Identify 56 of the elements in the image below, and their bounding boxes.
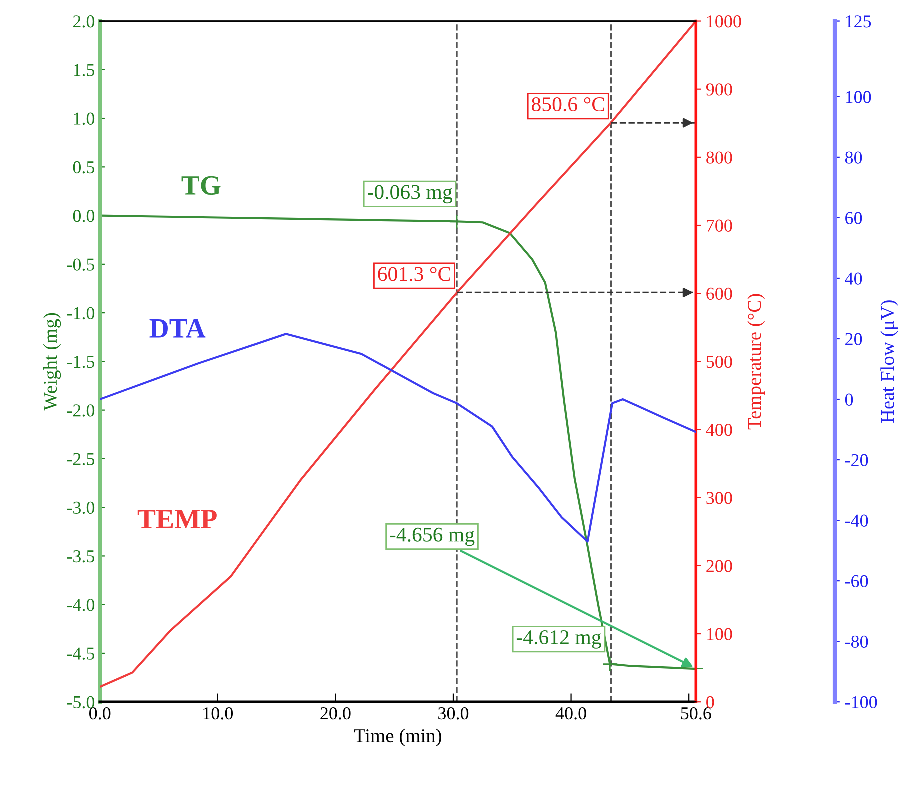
y-tick-label: -1.0 xyxy=(67,307,95,320)
y-tick-label: -2.5 xyxy=(67,453,95,466)
x-axis-title: Time (min) xyxy=(354,728,442,747)
x-tick-label: 40.0 xyxy=(556,707,586,720)
y2-axis-title: Temperature (°C) xyxy=(748,294,766,430)
y2-tick-label: 100 xyxy=(707,628,732,640)
y-tick-label: 2.0 xyxy=(73,16,95,28)
x-tick-label: 10.0 xyxy=(204,707,234,720)
y3-tick-label: 0 xyxy=(845,394,854,406)
x-tick-label: 30.0 xyxy=(438,707,469,720)
y-tick-label: 0.5 xyxy=(73,161,95,174)
y2-tick-label: 700 xyxy=(707,220,732,232)
y3-tick-label: 40 xyxy=(845,272,862,285)
y2-tick-label: 400 xyxy=(706,424,732,436)
y3-tick-label: 125 xyxy=(846,16,872,28)
ref-line-label: 850.6 °C xyxy=(532,97,604,112)
y-tick-label: -1.5 xyxy=(67,356,95,368)
y-tick-label: -2.0 xyxy=(67,404,95,417)
y2-tick-label: 500 xyxy=(706,356,732,368)
y2-tick-label: 200 xyxy=(706,560,732,572)
y3-tick-label: -20 xyxy=(845,454,868,466)
y3-tick-label: 80 xyxy=(845,152,862,164)
series-label: TEMP xyxy=(138,510,217,528)
y3-tick-label: -80 xyxy=(845,636,868,648)
y3-tick-label: -60 xyxy=(845,575,868,588)
y2-tick-label: 0 xyxy=(706,696,714,709)
y-tick-label: -4.5 xyxy=(67,648,95,660)
y-tick-label: -3.0 xyxy=(67,502,95,514)
y3-tick-label: -40 xyxy=(845,514,868,527)
y-tick-label: 1.5 xyxy=(74,64,95,76)
y-tick-label: -4.0 xyxy=(67,599,95,612)
y2-tick-label: 300 xyxy=(706,492,732,504)
y-axis-title: Weight (mg) xyxy=(43,313,62,411)
y-tick-label: -5.0 xyxy=(67,696,95,709)
y-tick-label: 1.0 xyxy=(74,112,95,126)
y-tick-label: 0.0 xyxy=(73,210,95,222)
y3-axis-title: Heat Flow (μV) xyxy=(880,300,898,424)
y3-tick-label: 100 xyxy=(846,91,872,104)
annotation: -0.063 mg xyxy=(368,185,452,204)
ref-line-label: 601.3 °C xyxy=(378,267,451,282)
y3-tick-label: 60 xyxy=(846,212,862,224)
y2-tick-label: 800 xyxy=(706,152,732,164)
y2-tick-label: 900 xyxy=(706,84,732,96)
annotation: -4.612 mg xyxy=(516,630,602,649)
y2-tick-label: 600 xyxy=(706,288,732,300)
x-tick-label: 0.0 xyxy=(90,707,111,720)
y3-tick-label: 20 xyxy=(846,333,862,346)
x-tick-label: 20.0 xyxy=(320,707,351,720)
series-label: TG xyxy=(182,176,221,196)
y-tick-label: -3.5 xyxy=(67,550,95,563)
y-tick-label: -0.5 xyxy=(67,258,95,271)
annotation: -4.656 mg xyxy=(390,528,475,546)
y2-tick-label: 1000 xyxy=(707,16,742,28)
y3-tick-label: -100 xyxy=(845,696,878,709)
x-tick-label: 50.6 xyxy=(681,707,712,720)
series-label: DTA xyxy=(150,319,206,338)
